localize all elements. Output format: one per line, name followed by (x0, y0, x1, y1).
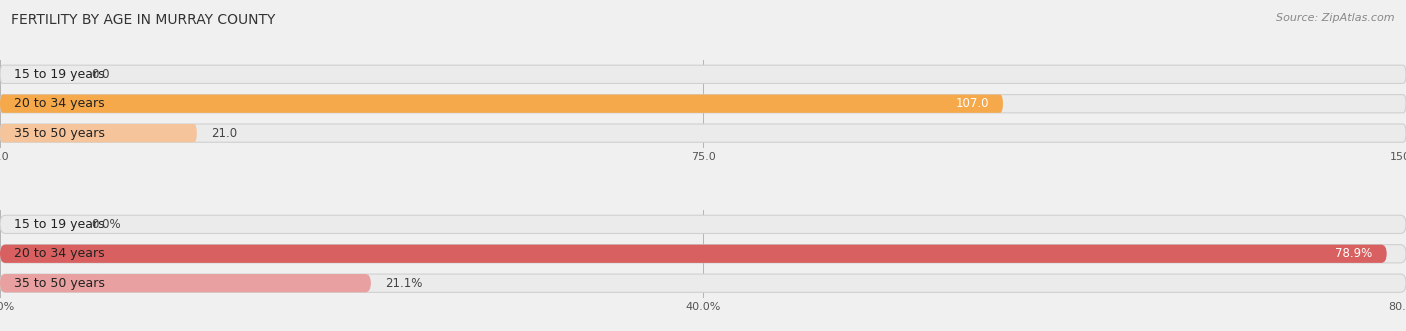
FancyBboxPatch shape (0, 274, 1406, 292)
FancyBboxPatch shape (0, 124, 1406, 142)
Text: 21.1%: 21.1% (385, 277, 422, 290)
FancyBboxPatch shape (0, 245, 1406, 263)
Text: 20 to 34 years: 20 to 34 years (14, 247, 104, 260)
Text: 0.0: 0.0 (91, 68, 110, 81)
Text: 20 to 34 years: 20 to 34 years (14, 97, 104, 110)
Text: 15 to 19 years: 15 to 19 years (14, 218, 104, 231)
Text: 21.0: 21.0 (211, 127, 238, 140)
Text: 78.9%: 78.9% (1336, 247, 1372, 260)
FancyBboxPatch shape (0, 245, 1386, 263)
Text: FERTILITY BY AGE IN MURRAY COUNTY: FERTILITY BY AGE IN MURRAY COUNTY (11, 13, 276, 27)
Text: 0.0%: 0.0% (91, 218, 121, 231)
FancyBboxPatch shape (0, 124, 197, 142)
FancyBboxPatch shape (0, 95, 1002, 113)
FancyBboxPatch shape (0, 274, 371, 292)
Text: 15 to 19 years: 15 to 19 years (14, 68, 104, 81)
FancyBboxPatch shape (0, 215, 1406, 233)
Text: 35 to 50 years: 35 to 50 years (14, 127, 105, 140)
FancyBboxPatch shape (0, 65, 1406, 83)
FancyBboxPatch shape (0, 95, 1406, 113)
Text: 107.0: 107.0 (956, 97, 988, 110)
Text: 35 to 50 years: 35 to 50 years (14, 277, 105, 290)
Text: Source: ZipAtlas.com: Source: ZipAtlas.com (1277, 13, 1395, 23)
